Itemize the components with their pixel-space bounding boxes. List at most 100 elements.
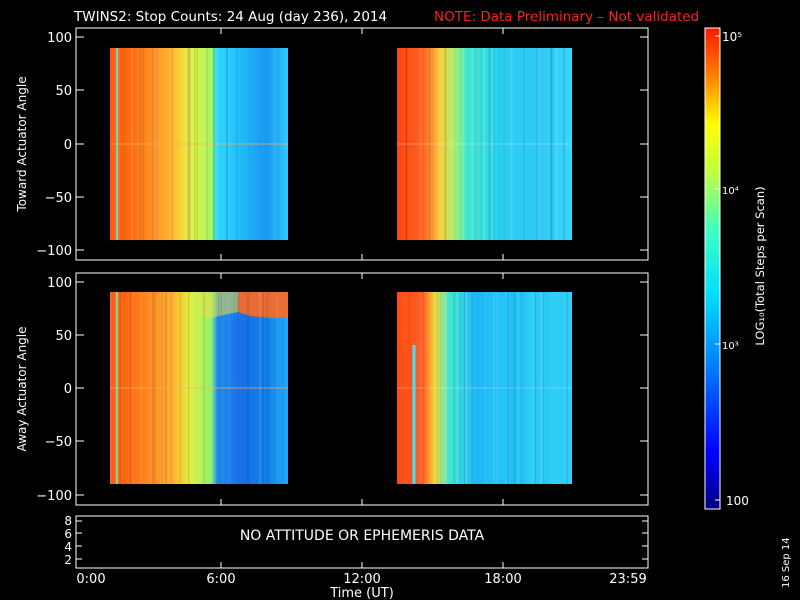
top-ytick-minus50: −50 [45,191,72,206]
xtick-0000: 0:00 [76,572,105,587]
heatmap-texture-stripe [214,292,216,484]
heatmap-texture-stripe [207,48,209,240]
heatmap-texture-stripe [262,292,264,484]
heatmap-texture-stripe [428,48,431,240]
top-panel: 100 50 0 −50 −100 Toward Actuator Angle [15,27,649,261]
top-heatmap-block-2 [397,48,572,240]
heatmap-texture-stripe [456,292,459,484]
heatmap-texture-stripe [507,292,509,484]
heatmap-texture-stripe [221,292,223,484]
heatmap-texture-stripe [152,48,154,240]
heatmap-texture-stripe [425,48,427,240]
heatmap-texture-stripe [139,292,142,484]
heatmap-texture-stripe [444,292,447,484]
heatmap-texture-stripe [478,292,480,484]
status-ytick-2: 2 [64,553,72,567]
colorbar-tick-1e4: 10⁴ [722,186,739,197]
heatmap-texture-stripe [213,48,215,240]
xtick-2359: 23:59 [609,572,646,587]
heatmap-texture-stripe [156,48,158,240]
heatmap-texture-stripe [405,48,407,240]
heatmap-texture-stripe [171,48,173,240]
heatmap-texture-stripe [514,292,516,484]
heatmap-texture-stripe [474,48,477,240]
heatmap-texture-stripe [278,48,280,240]
heatmap-texture-stripe [478,292,480,484]
heatmap-texture-stripe [551,48,554,240]
heatmap-texture-stripe [465,292,467,484]
heatmap-texture-stripe [405,48,407,240]
heatmap-texture-stripe [198,292,201,484]
heatmap-texture-stripe [183,48,186,240]
heatmap-texture-stripe [139,48,141,240]
heatmap-texture-stripe [483,48,485,240]
heatmap-texture-stripe [228,48,230,240]
heatmap-texture-stripe [225,292,226,484]
heatmap-texture-stripe [206,48,208,240]
heatmap-texture-stripe [413,292,415,484]
status-ytick-4: 4 [64,540,72,554]
colorbar-tick-100: 100 [726,494,749,508]
heatmap-texture-stripe [120,292,121,484]
heatmap-texture-stripe [247,292,249,484]
bottom-stripes [110,292,568,484]
colorbar: 10⁵ 10⁴ 10³ 100 LOG₁₀(Total Steps per Sc… [704,27,767,510]
top-heatmap-block-1 [110,48,288,240]
heatmap-texture-stripe [485,292,487,484]
heatmap-texture-stripe [277,292,279,484]
heatmap-texture-stripe [249,48,250,240]
heatmap-texture-stripe [563,48,565,240]
bottom-ytick-0: 0 [64,382,72,397]
heatmap-texture-stripe [147,48,150,240]
colorbar-tick-1e5: 10⁵ [722,30,742,44]
bottom-ytick-minus50: −50 [45,435,72,450]
bottom-ytick-50: 50 [55,329,72,344]
heatmap-texture-stripe [124,292,126,484]
heatmap-texture-stripe [142,48,144,240]
heatmap-texture-stripe [228,292,230,484]
heatmap-texture-stripe [114,48,116,240]
heatmap-texture-stripe [493,48,495,240]
status-ytick-6: 6 [64,527,72,541]
heatmap-texture-stripe [185,292,188,484]
heatmap-texture-stripe [140,48,142,240]
top-ylabel: Toward Actuator Angle [15,76,29,212]
heatmap-texture-stripe [471,48,474,240]
heatmap-texture-stripe [196,48,198,240]
heatmap-texture-stripe [509,48,511,240]
heatmap-texture-stripe [165,292,167,484]
heatmap-texture-stripe [480,48,482,240]
status-panel: 8 6 4 2 NO ATTITUDE OR EPHEMERIS DATA [64,514,649,569]
heatmap-texture-stripe [471,292,474,484]
heatmap-texture-stripe [422,292,424,484]
heatmap-texture-stripe [234,292,235,484]
top-ytick-50: 50 [55,84,72,99]
heatmap-texture-stripe [465,292,468,484]
bottom-ytick-100: 100 [47,276,72,291]
heatmap-texture-stripe [541,292,544,484]
heatmap-texture-stripe [190,48,193,240]
heatmap-texture-stripe [483,48,486,240]
heatmap-texture-stripe [566,292,567,484]
heatmap-texture-stripe [504,48,505,240]
heatmap-texture-stripe [444,48,446,240]
heatmap-texture-stripe [141,48,142,240]
heatmap-texture-stripe [542,292,545,484]
heatmap-texture-stripe [128,292,131,484]
top-ytick-minus100: −100 [36,244,72,259]
heatmap-texture-stripe [170,292,173,484]
x-axis-title: Time (UT) [329,586,394,600]
heatmap-texture-stripe [110,292,113,484]
heatmap-texture-stripe [404,292,407,484]
heatmap-texture-stripe [280,292,283,484]
heatmap-texture-stripe [129,292,131,484]
heatmap-texture-stripe [491,48,494,240]
heatmap-texture-stripe [218,292,220,484]
heatmap-texture-stripe [563,48,565,240]
heatmap-texture-stripe [565,292,566,484]
heatmap-texture-stripe [266,292,269,484]
heatmap-texture-stripe [439,292,442,484]
heatmap-texture-stripe [113,292,115,484]
heatmap-texture-stripe [475,48,478,240]
